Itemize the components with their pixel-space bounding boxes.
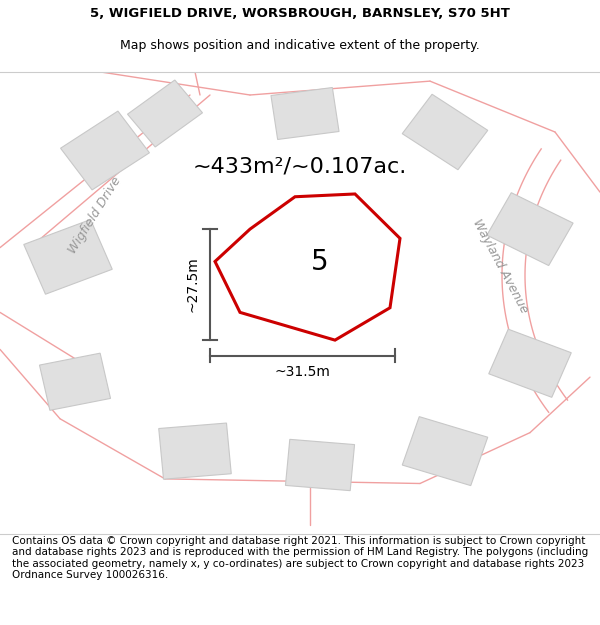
- Text: Map shows position and indicative extent of the property.: Map shows position and indicative extent…: [120, 39, 480, 52]
- Text: Wigfield Drive: Wigfield Drive: [66, 174, 124, 256]
- Bar: [286, 439, 355, 491]
- Bar: [489, 329, 571, 398]
- Text: ~27.5m: ~27.5m: [185, 257, 199, 312]
- Bar: [61, 111, 149, 190]
- Text: Wayland Avenue: Wayland Avenue: [470, 217, 530, 316]
- Text: Contains OS data © Crown copyright and database right 2021. This information is : Contains OS data © Crown copyright and d…: [12, 536, 588, 581]
- Text: ~433m²/~0.107ac.: ~433m²/~0.107ac.: [193, 156, 407, 176]
- Bar: [40, 353, 110, 411]
- Text: 5: 5: [311, 248, 329, 276]
- Bar: [402, 417, 488, 486]
- Bar: [159, 423, 231, 479]
- Bar: [271, 88, 339, 139]
- Bar: [24, 219, 112, 294]
- Text: ~31.5m: ~31.5m: [275, 366, 331, 379]
- Bar: [487, 192, 573, 266]
- Bar: [402, 94, 488, 170]
- Bar: [128, 80, 202, 147]
- Text: 5, WIGFIELD DRIVE, WORSBROUGH, BARNSLEY, S70 5HT: 5, WIGFIELD DRIVE, WORSBROUGH, BARNSLEY,…: [90, 6, 510, 19]
